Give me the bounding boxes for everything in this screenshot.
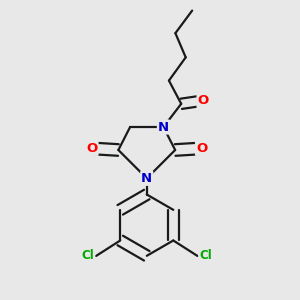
Text: Cl: Cl <box>82 250 94 262</box>
Text: O: O <box>196 142 207 155</box>
Text: O: O <box>86 142 98 155</box>
Text: Cl: Cl <box>199 250 212 262</box>
Text: N: N <box>158 121 169 134</box>
Text: N: N <box>141 172 152 185</box>
Text: O: O <box>197 94 209 107</box>
